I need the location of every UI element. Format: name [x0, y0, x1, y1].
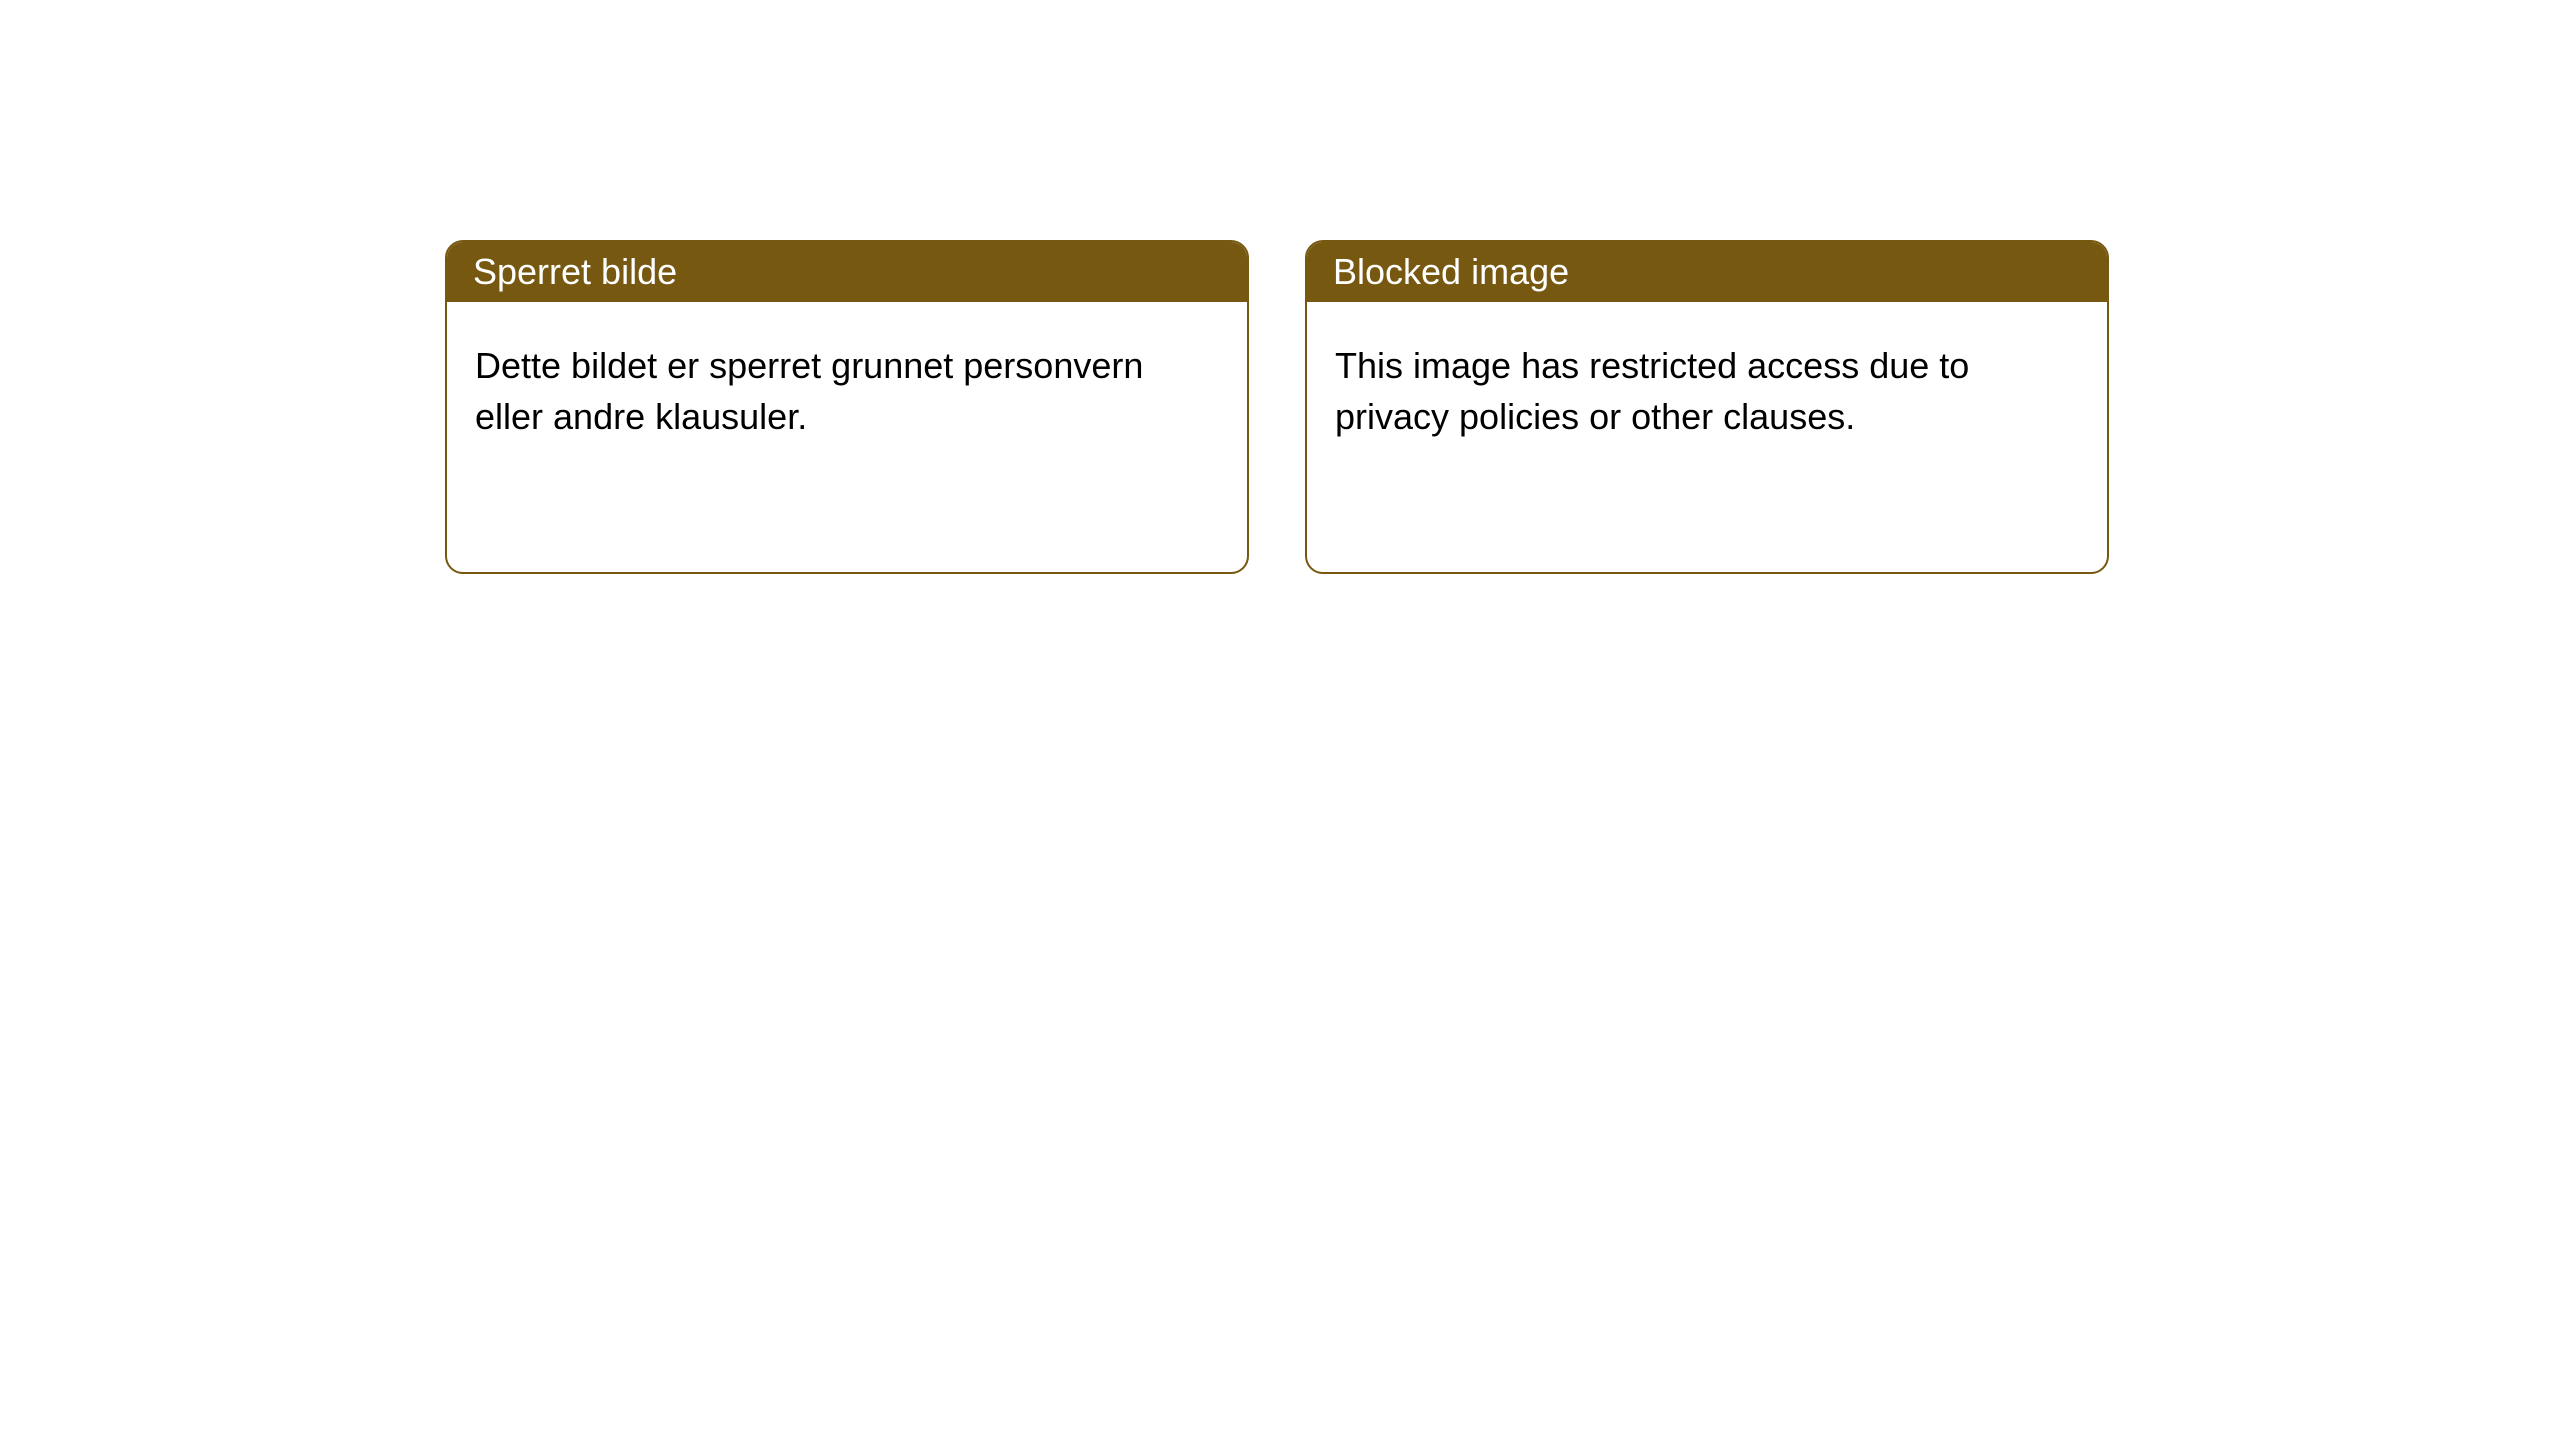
- notice-card-norwegian: Sperret bilde Dette bildet er sperret gr…: [445, 240, 1249, 574]
- card-body: This image has restricted access due to …: [1307, 302, 2107, 480]
- card-header: Sperret bilde: [447, 242, 1247, 302]
- card-header: Blocked image: [1307, 242, 2107, 302]
- card-body-text: This image has restricted access due to …: [1335, 345, 1969, 437]
- notice-card-english: Blocked image This image has restricted …: [1305, 240, 2109, 574]
- card-header-text: Sperret bilde: [473, 251, 677, 293]
- card-body: Dette bildet er sperret grunnet personve…: [447, 302, 1247, 480]
- notice-cards-container: Sperret bilde Dette bildet er sperret gr…: [0, 0, 2560, 574]
- card-header-text: Blocked image: [1333, 251, 1569, 293]
- card-body-text: Dette bildet er sperret grunnet personve…: [475, 345, 1143, 437]
